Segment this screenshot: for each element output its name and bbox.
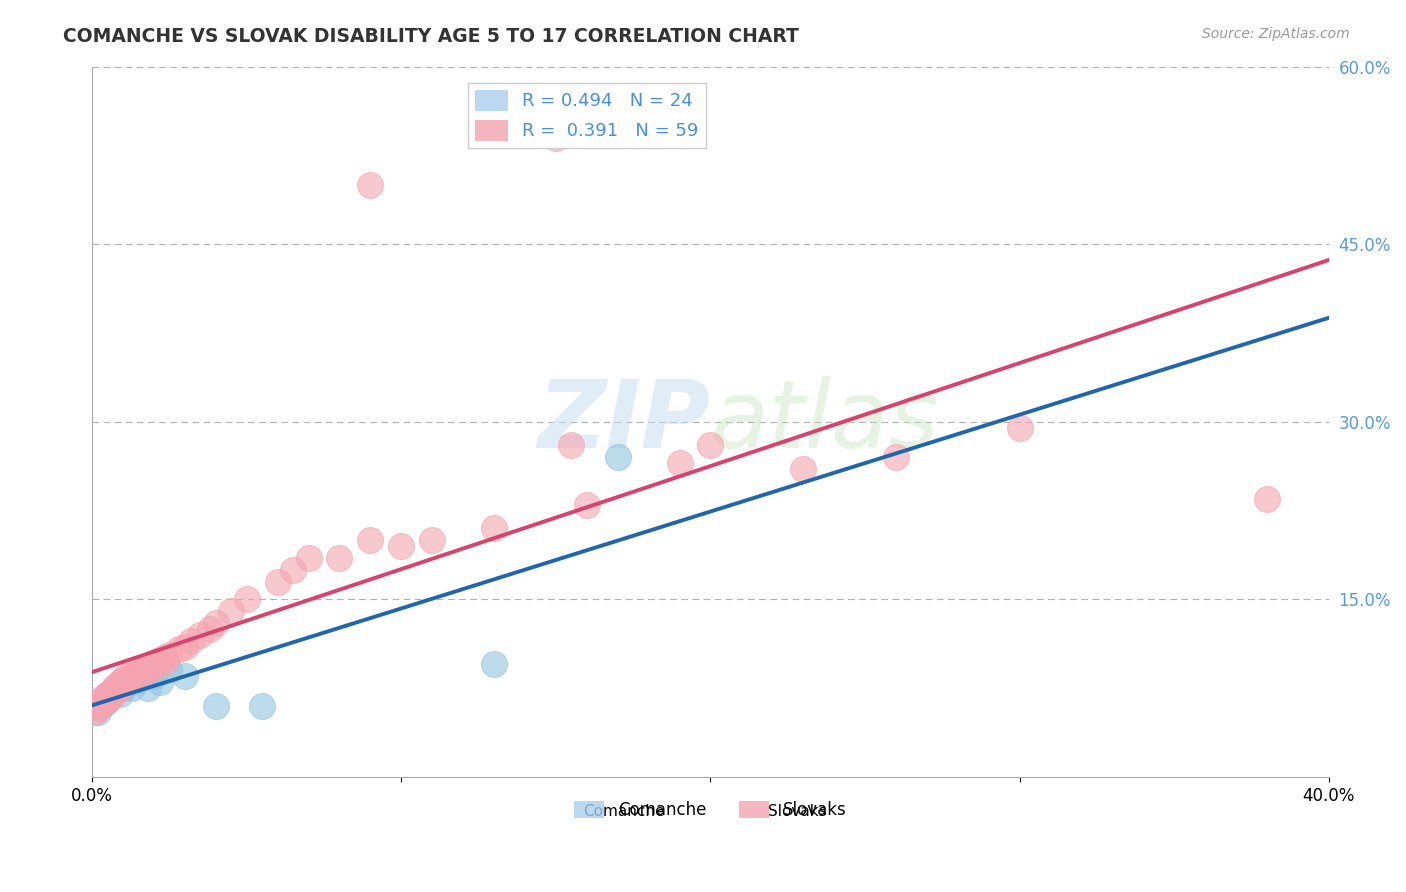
Point — [205, 615, 228, 630]
Text: COMANCHE VS SLOVAK DISABILITY AGE 5 TO 17 CORRELATION CHART: COMANCHE VS SLOVAK DISABILITY AGE 5 TO 1… — [63, 27, 799, 45]
Point — [420, 533, 443, 548]
Point — [328, 550, 350, 565]
Legend: Comanche, Slovaks: Comanche, Slovaks — [568, 794, 853, 825]
Point — [105, 681, 128, 695]
Point — [131, 665, 153, 680]
Point — [124, 668, 146, 682]
Point — [121, 665, 143, 680]
Point — [190, 628, 212, 642]
Text: Source: ZipAtlas.com: Source: ZipAtlas.com — [1202, 27, 1350, 41]
Point — [115, 669, 138, 683]
Point — [118, 675, 141, 690]
Point — [93, 697, 115, 711]
Point — [97, 693, 120, 707]
Point — [100, 684, 122, 698]
Point — [115, 677, 138, 691]
Point — [221, 604, 243, 618]
Point — [205, 698, 228, 713]
Point — [90, 693, 112, 707]
Point — [97, 687, 120, 701]
Point — [131, 669, 153, 683]
Point — [112, 673, 135, 687]
Point — [544, 130, 567, 145]
Point — [139, 657, 162, 672]
Point — [90, 698, 112, 713]
Point — [1256, 491, 1278, 506]
Point — [575, 498, 598, 512]
Point — [149, 675, 172, 690]
Point — [128, 673, 150, 687]
Point — [198, 622, 221, 636]
Point — [159, 663, 181, 677]
Point — [143, 660, 166, 674]
Point — [668, 456, 690, 470]
Point — [103, 681, 125, 695]
Point — [174, 669, 197, 683]
Point — [167, 642, 190, 657]
Point — [281, 563, 304, 577]
Point — [159, 648, 181, 662]
Point — [93, 695, 115, 709]
Point — [87, 698, 110, 713]
Point — [93, 690, 115, 704]
Point — [112, 681, 135, 695]
Point — [155, 654, 177, 668]
Point — [792, 462, 814, 476]
Point — [103, 684, 125, 698]
Point — [180, 633, 202, 648]
Text: Slovaks: Slovaks — [768, 804, 827, 819]
Point — [174, 640, 197, 654]
Point — [108, 675, 131, 690]
Point — [134, 661, 156, 675]
Point — [136, 663, 159, 677]
Point — [103, 687, 125, 701]
Text: atlas: atlas — [710, 376, 939, 467]
Text: Comanche: Comanche — [583, 804, 665, 819]
Point — [84, 705, 107, 719]
Point — [115, 675, 138, 690]
Point — [1008, 420, 1031, 434]
Point — [121, 681, 143, 695]
Point — [482, 657, 505, 672]
Point — [90, 697, 112, 711]
Point — [118, 672, 141, 686]
Point — [97, 693, 120, 707]
Point — [250, 698, 273, 713]
Point — [359, 533, 381, 548]
Point — [128, 663, 150, 677]
Point — [105, 683, 128, 698]
Point — [235, 592, 257, 607]
Point — [143, 669, 166, 683]
Point — [149, 657, 172, 671]
Point — [97, 687, 120, 701]
Point — [297, 550, 319, 565]
Point — [136, 681, 159, 695]
Point — [266, 574, 288, 589]
Point — [87, 705, 110, 719]
Point — [699, 438, 721, 452]
Text: ZIP: ZIP — [537, 376, 710, 467]
Point — [105, 677, 128, 691]
Point — [112, 677, 135, 691]
Point — [87, 701, 110, 715]
Point — [359, 178, 381, 192]
Point — [108, 687, 131, 701]
Point — [389, 539, 412, 553]
Point — [100, 690, 122, 704]
Point — [606, 450, 628, 465]
Point — [108, 681, 131, 695]
Point — [884, 450, 907, 465]
Point — [152, 651, 174, 665]
Point — [560, 438, 582, 452]
Point — [100, 690, 122, 704]
Point — [146, 654, 169, 668]
Point — [482, 521, 505, 535]
